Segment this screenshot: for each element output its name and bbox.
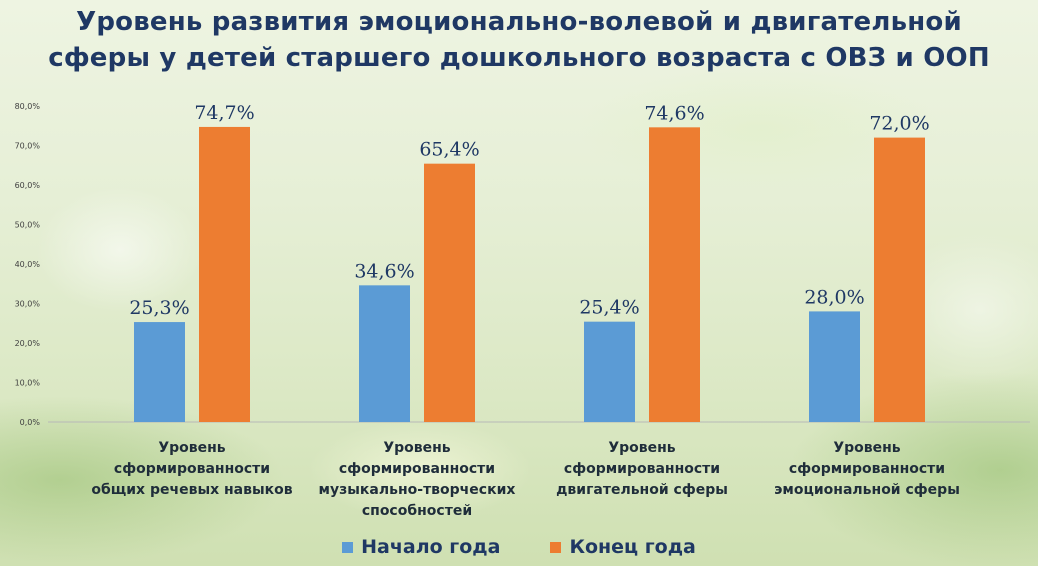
bar-end-of-year — [874, 137, 925, 422]
bar-end-of-year — [199, 126, 250, 422]
y-tick-label: 10,0% — [15, 379, 41, 388]
y-tick-label: 80,0% — [15, 102, 41, 111]
category-label-line: Уровень — [383, 440, 451, 456]
chart-title-line-2: сферы у детей старшего дошкольного возра… — [48, 43, 990, 73]
y-tick-label: 60,0% — [15, 181, 41, 190]
data-label: 74,6% — [644, 102, 704, 124]
category-label-line: способностей — [361, 503, 473, 519]
category-label-line: двигательной сферы — [556, 482, 728, 498]
chart-title: Уровень развития эмоционально-волевой и … — [0, 4, 1038, 76]
category-label: Уровень сформированности эмоциональной сфе… — [752, 438, 982, 501]
category-label: Уровень сформированности общих речевых нав… — [77, 438, 307, 501]
data-label: 34,6% — [354, 260, 414, 282]
y-tick-label: 0,0% — [20, 418, 41, 427]
bar-start-of-year — [134, 322, 185, 422]
y-tick-label: 70,0% — [15, 142, 41, 151]
bar-start-of-year — [584, 321, 635, 422]
data-label: 25,3% — [129, 297, 189, 319]
legend-item-end: Конец года — [550, 536, 696, 558]
data-label: 72,0% — [869, 113, 929, 135]
category-label-line: Уровень — [608, 440, 676, 456]
data-label: 28,0% — [804, 286, 864, 308]
category-label-line: сформированности — [563, 461, 721, 477]
category-label-line: сформированности — [113, 461, 271, 477]
category-label-line: сформированности — [338, 461, 496, 477]
category-label-line: музыкально-творческих — [318, 482, 516, 498]
bar-start-of-year — [359, 285, 410, 422]
category-label-line: сформированности — [788, 461, 946, 477]
legend: Начало года Конец года — [0, 536, 1038, 558]
legend-swatch-end — [550, 541, 562, 553]
legend-swatch-start — [342, 541, 354, 553]
chart-title-line-1: Уровень развития эмоционально-волевой и … — [76, 7, 962, 37]
y-tick-label: 20,0% — [15, 339, 41, 348]
data-label: 74,7% — [194, 102, 254, 124]
category-label-line: Уровень — [158, 440, 226, 456]
bar-start-of-year — [809, 311, 860, 422]
category-label: Уровень сформированности двигательной сфер… — [527, 438, 757, 501]
category-label-line: эмоциональной сферы — [774, 482, 960, 498]
legend-label-end: Конец года — [569, 536, 696, 558]
category-label: Уровень сформированности музыкально-творче… — [302, 438, 532, 522]
bar-end-of-year — [424, 163, 475, 423]
y-tick-label: 40,0% — [15, 260, 41, 269]
legend-item-start: Начало года — [342, 536, 500, 558]
y-tick-label: 50,0% — [15, 221, 41, 230]
bar-end-of-year — [649, 127, 700, 422]
y-tick-label: 30,0% — [15, 300, 41, 309]
data-label: 25,4% — [579, 297, 639, 319]
data-label: 65,4% — [419, 139, 479, 161]
legend-label-start: Начало года — [361, 536, 501, 558]
category-label-line: Уровень — [833, 440, 901, 456]
category-label-line: общих речевых навыков — [91, 482, 293, 498]
